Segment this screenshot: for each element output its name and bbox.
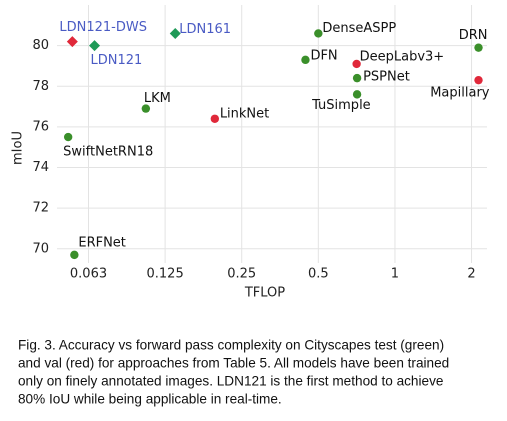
y-axis-title: mIoU xyxy=(11,131,26,165)
point-marker xyxy=(89,40,101,52)
x-tick-label: 1 xyxy=(391,267,399,282)
caption-line: Fig. 3. Accuracy vs forward pass complex… xyxy=(18,338,444,353)
point-label: DFN xyxy=(310,48,337,63)
y-tick-label: 74 xyxy=(32,160,49,175)
y-tick-label: 78 xyxy=(32,79,49,94)
x-tick-label: 0.063 xyxy=(70,267,107,282)
y-tick-label: 80 xyxy=(32,38,49,53)
point-label: SwiftNetRN18 xyxy=(63,145,153,160)
point-marker xyxy=(314,29,323,38)
point-label: LDN161 xyxy=(179,22,231,37)
caption-line: only on finely annotated images. LDN121 … xyxy=(18,374,443,389)
point-marker xyxy=(210,114,220,123)
point-marker xyxy=(352,90,362,99)
point-label: DenseASPP xyxy=(322,21,396,36)
y-tick-label: 72 xyxy=(32,201,49,216)
point-marker xyxy=(301,55,310,65)
x-tick-label: 0.25 xyxy=(227,267,256,282)
point-marker xyxy=(63,132,73,142)
point-label: Mapillary xyxy=(430,86,490,101)
x-axis-title: TFLOP xyxy=(244,286,285,301)
point-marker xyxy=(66,36,78,48)
point-label: DeepLabv3+ xyxy=(360,49,445,64)
point-label: ERFNet xyxy=(78,235,126,250)
y-tick-label: 76 xyxy=(32,119,49,134)
y-tick-label: 70 xyxy=(32,241,49,256)
point-label: DRN xyxy=(459,28,488,43)
point-label: LDN121-DWS xyxy=(59,20,147,35)
point-label: TuSimple xyxy=(311,98,371,113)
point-label: PSPNet xyxy=(363,70,410,85)
point-marker xyxy=(70,250,79,260)
caption-line: 80% IoU while being applicable in real-t… xyxy=(18,392,282,407)
point-marker xyxy=(169,27,181,39)
x-tick-label: 2 xyxy=(467,267,475,282)
point-label: LinkNet xyxy=(220,106,269,121)
x-tick-label: 0.125 xyxy=(147,267,184,282)
point-marker xyxy=(141,104,151,113)
caption-line: and val (red) for approaches from Table … xyxy=(18,356,449,371)
point-marker xyxy=(352,59,361,69)
point-marker xyxy=(474,75,483,85)
x-tick-label: 0.5 xyxy=(308,267,329,282)
point-label: LDN121 xyxy=(91,53,143,68)
point-marker xyxy=(474,43,483,52)
point-marker xyxy=(352,73,362,83)
point-label: LKM xyxy=(144,91,171,106)
